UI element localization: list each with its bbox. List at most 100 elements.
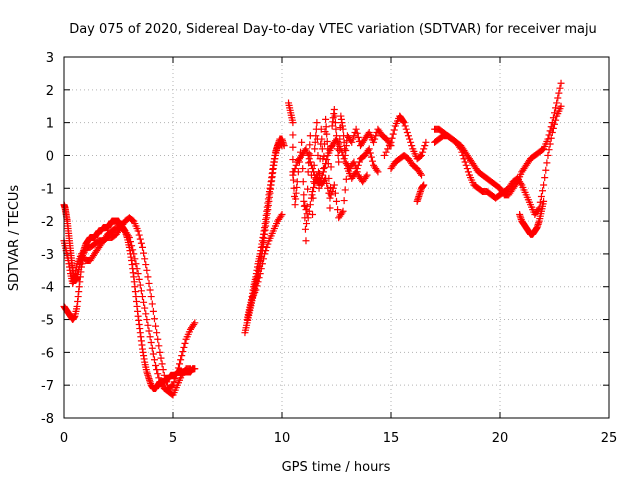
- data-point: [306, 201, 314, 209]
- data-point: [340, 197, 348, 205]
- data-point: [351, 170, 359, 178]
- data-point: [157, 354, 165, 362]
- y-tick-label: -4: [41, 281, 54, 296]
- data-point: [353, 129, 361, 137]
- data-point: [150, 356, 158, 364]
- data-point: [143, 316, 151, 324]
- data-point: [331, 112, 339, 120]
- data-point: [422, 138, 430, 146]
- data-point: [149, 350, 157, 358]
- data-point: [138, 243, 146, 251]
- data-point: [557, 102, 565, 110]
- data-point: [542, 166, 550, 174]
- data-point: [461, 158, 469, 166]
- data-point: [147, 339, 155, 347]
- y-tick-label: -1: [41, 182, 54, 197]
- chart-title: Day 075 of 2020, Sidereal Day-to-day VTE…: [69, 22, 597, 37]
- y-tick-label: 0: [46, 149, 54, 164]
- data-point: [322, 123, 330, 131]
- data-point: [133, 265, 141, 273]
- data-point: [389, 130, 397, 138]
- data-point: [136, 281, 144, 289]
- data-point: [137, 239, 145, 247]
- data-point: [420, 145, 428, 153]
- data-point: [317, 125, 325, 133]
- series-arc-4: [241, 135, 288, 337]
- data-point: [388, 134, 396, 142]
- data-point: [322, 160, 330, 168]
- data-point: [148, 300, 156, 308]
- series-arc-3: [60, 224, 194, 399]
- data-point: [331, 189, 339, 197]
- data-point: [170, 378, 178, 386]
- data-point: [130, 250, 138, 258]
- data-point: [141, 304, 149, 312]
- data-point: [134, 270, 142, 278]
- data-point: [382, 148, 390, 156]
- data-point: [463, 165, 471, 173]
- data-point: [303, 220, 311, 228]
- data-point: [178, 352, 186, 360]
- data-point: [154, 335, 162, 343]
- data-point: [517, 179, 525, 187]
- data-point: [390, 126, 398, 134]
- data-point: [153, 329, 161, 337]
- data-point: [155, 342, 163, 350]
- data-point: [338, 209, 346, 217]
- data-point: [408, 142, 416, 150]
- data-point: [416, 152, 424, 160]
- data-point: [354, 161, 362, 169]
- data-point: [302, 206, 310, 214]
- data-point: [131, 255, 139, 263]
- data-point: [304, 214, 312, 222]
- data-point: [418, 171, 426, 179]
- data-point: [142, 261, 150, 269]
- data-point: [554, 94, 562, 102]
- data-point: [302, 237, 310, 245]
- data-point: [147, 293, 155, 301]
- data-point: [333, 197, 340, 205]
- data-point: [464, 168, 472, 176]
- data-point: [404, 132, 412, 140]
- data-point: [141, 255, 149, 263]
- data-point: [339, 207, 347, 215]
- data-point: [353, 165, 361, 173]
- data-point: [256, 270, 264, 278]
- data-point: [144, 321, 152, 329]
- data-point: [401, 122, 409, 130]
- data-point: [289, 131, 297, 139]
- plot-frame: [63, 56, 610, 419]
- series-arc-10: [380, 112, 430, 163]
- data-point: [126, 238, 134, 246]
- data-point: [161, 375, 169, 383]
- data-point: [332, 125, 340, 133]
- y-tick-label: -8: [41, 412, 54, 427]
- series-arc-14: [431, 102, 565, 219]
- data-point: [352, 125, 360, 133]
- series-arc-11: [387, 151, 426, 179]
- data-point: [385, 142, 393, 150]
- data-point: [322, 115, 330, 123]
- data-point: [323, 138, 331, 146]
- data-point: [374, 168, 382, 176]
- data-point: [326, 204, 334, 212]
- data-point: [309, 188, 317, 196]
- data-point: [418, 151, 426, 159]
- data-point: [387, 138, 395, 146]
- data-point: [352, 168, 360, 176]
- data-point: [462, 161, 470, 169]
- data-point: [300, 197, 308, 205]
- data-point: [145, 279, 153, 287]
- series-arc-8: [289, 135, 371, 189]
- data-point: [540, 197, 548, 205]
- data-point: [323, 179, 331, 187]
- data-point: [365, 145, 373, 153]
- data-point: [292, 161, 300, 169]
- data-point: [125, 234, 133, 241]
- data-point: [168, 382, 176, 390]
- data-point: [339, 125, 347, 133]
- data-point: [304, 185, 312, 193]
- data-point: [140, 298, 148, 306]
- data-point: [552, 104, 560, 112]
